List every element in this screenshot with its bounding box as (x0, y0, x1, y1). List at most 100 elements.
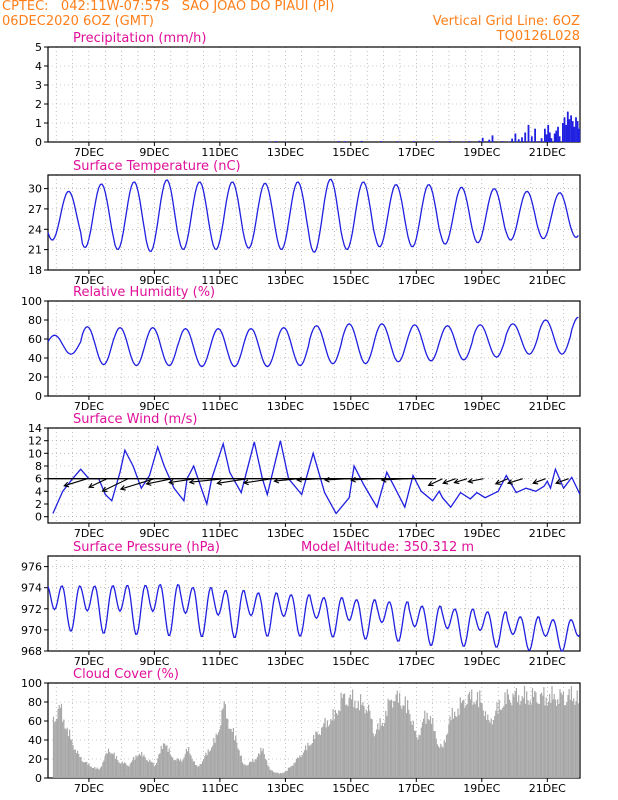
cloud-xtick-label: 19DEC (463, 782, 500, 795)
cloud-bar (407, 700, 409, 778)
cloud-bar (319, 735, 322, 778)
cloud-bar (165, 746, 167, 778)
cloud-bar (58, 705, 60, 778)
cloud-bar (282, 772, 284, 778)
cloud-bar (448, 724, 450, 778)
cloud-bar (231, 732, 233, 778)
header-grid-note: Vertical Grid Line: 6OZ (432, 14, 580, 29)
precip-frame (47, 46, 581, 143)
cloud-bar (93, 768, 95, 778)
temp-ytick-label: 21 (28, 244, 42, 257)
cloud-bar (421, 722, 424, 778)
cloud-bar (441, 746, 443, 778)
cloud-bar (449, 716, 451, 778)
cloud-bar (307, 742, 309, 778)
wind-arrow-shaft (351, 478, 376, 481)
cloud-bar (317, 734, 319, 778)
wind-arrow-head (168, 479, 175, 485)
cloud-bar (360, 694, 362, 778)
cloud-bar (285, 770, 287, 778)
cloud-bar (170, 756, 173, 778)
cloud-bar (427, 719, 429, 778)
cloud-bar (86, 761, 88, 778)
cloud-bar (59, 707, 61, 778)
cloud-bar (490, 718, 492, 778)
precip-bar (553, 133, 556, 143)
wind-arrow-shaft (507, 478, 523, 484)
cloud-bar (424, 710, 426, 778)
wind-arrow-shaft (468, 478, 484, 483)
cloud-bar (565, 705, 567, 778)
cloud-bar (455, 716, 457, 778)
cloud-bar (462, 700, 464, 778)
cloud-bar (333, 720, 335, 778)
header-station: CPTEC: 042:11W-07:57S SAO JOAO DO PIAUI … (2, 0, 335, 14)
cloud-bar (323, 723, 325, 778)
wind-arrow (216, 478, 248, 486)
cloud-bar (127, 765, 129, 778)
cloud-bar (290, 766, 292, 778)
wind-ytick-label: 6 (35, 473, 42, 486)
precip-bar (568, 119, 571, 142)
cloud-bar (168, 748, 170, 778)
cloud-bar (543, 687, 545, 778)
precip-xtick-label: 7DEC (74, 146, 104, 159)
cloud-bar (237, 748, 239, 778)
cloud-bar (313, 735, 315, 778)
temp-ytick-label: 24 (28, 223, 42, 236)
wind-arrow-head (467, 478, 474, 484)
cloud-bar (494, 716, 496, 778)
cloud-bar (65, 729, 67, 778)
cloud-bar (342, 694, 344, 778)
cloud-bar (138, 753, 140, 778)
cloud-bar (353, 707, 355, 778)
precip-bar (511, 138, 513, 142)
precip-bar (566, 111, 569, 142)
wind-arrow (273, 477, 299, 484)
cloud-bar (573, 698, 575, 778)
cloud-bar (547, 701, 550, 778)
rh-ytick-label: 40 (28, 352, 42, 365)
cloud-bar (377, 723, 379, 778)
pres-xtick-label: 11DEC (201, 655, 238, 668)
wind-arrow (350, 476, 376, 483)
cloud-bar (310, 744, 312, 778)
cloud-bar (381, 723, 383, 778)
temp-series-line (47, 178, 579, 253)
wind-arrow (506, 478, 523, 485)
cloud-bar (110, 753, 112, 778)
cloud-bar (558, 703, 560, 778)
cloud-bar (445, 735, 448, 778)
wind-arrow-shaft (88, 478, 108, 488)
cloud-bar (230, 729, 232, 778)
precip-bar (275, 141, 278, 142)
wind-arrow-shaft (297, 478, 322, 481)
precip-bar (481, 137, 484, 142)
cloud-bar (299, 755, 301, 778)
cloud-xtick-label: 15DEC (332, 782, 369, 795)
cloud-bar (330, 719, 332, 778)
wind-arrow (427, 478, 443, 487)
cloud-bar (561, 695, 563, 778)
wind-ytick-label: 12 (28, 435, 42, 448)
pres-xtick-label: 9DEC (139, 655, 169, 668)
cloud-bar (546, 705, 548, 778)
precip-ytick-label: 2 (35, 98, 42, 111)
wind-arrow-head (88, 482, 95, 489)
cloud-bar (459, 697, 461, 778)
precip-bar (501, 141, 504, 142)
cloud-bar (274, 772, 276, 778)
cloud-bar (425, 723, 427, 778)
cloud-bar (311, 743, 314, 778)
wind-xtick-label: 17DEC (398, 527, 435, 540)
cloud-bar (528, 704, 530, 778)
rh-xtick-label: 9DEC (139, 400, 169, 413)
precip-bar (527, 124, 530, 142)
cloud-bar (214, 742, 216, 778)
cloud-bar (357, 700, 359, 778)
cloud-bar (266, 760, 268, 778)
pres-xtick-label: 7DEC (74, 655, 104, 668)
precip-ytick-label: 3 (35, 79, 42, 92)
wind-arrow-shaft (146, 478, 173, 485)
rh-xtick-label: 17DEC (398, 400, 435, 413)
